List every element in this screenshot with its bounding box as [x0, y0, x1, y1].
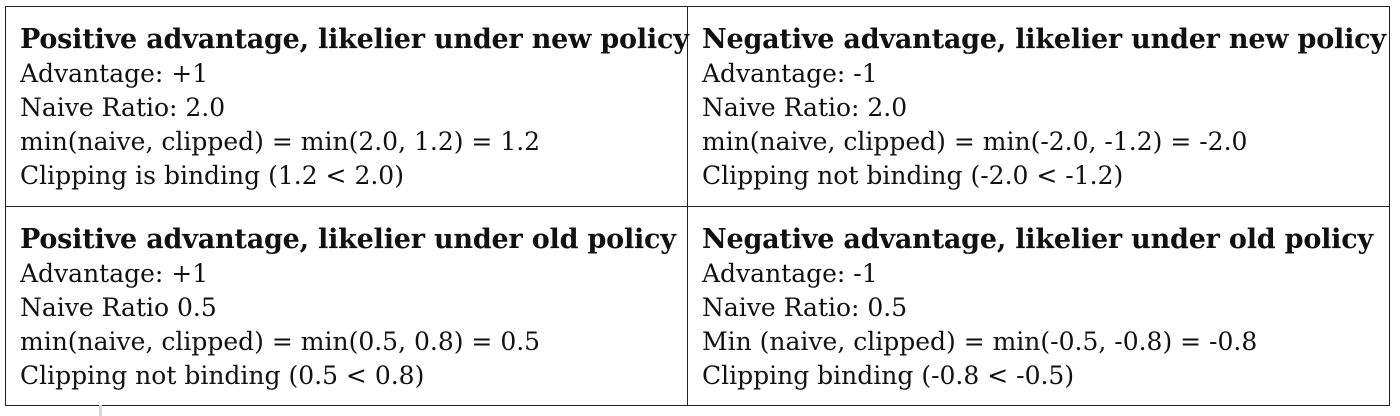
- table-row-new-policy: Positive advantage, likelier under new p…: [5, 6, 1390, 207]
- cell-positive-new-policy: Positive advantage, likelier under new p…: [5, 6, 689, 207]
- advantage-line: Advantage: +1: [20, 258, 209, 288]
- advantage-line: Advantage: -1: [702, 59, 878, 88]
- cell-title: Negative advantage, likelier under new p…: [702, 24, 1386, 55]
- cell-positive-old-policy: Positive advantage, likelier under old p…: [5, 205, 688, 406]
- clipping-status-line: Clipping binding (-0.8 < -0.5): [702, 360, 1075, 390]
- naive-ratio-line: Naive Ratio: 0.5: [702, 292, 908, 322]
- min-formula-line: min(naive, clipped) = min(-2.0, -1.2) = …: [702, 127, 1248, 156]
- clipping-status-line: Clipping not binding (0.5 < 0.8): [20, 360, 425, 390]
- naive-ratio-line: Naive Ratio: 2.0: [20, 93, 226, 122]
- cell-title: Positive advantage, likelier under new p…: [20, 24, 689, 55]
- table-row-old-policy: Positive advantage, likelier under old p…: [5, 205, 1390, 406]
- naive-ratio-line: Naive Ratio 0.5: [20, 292, 217, 322]
- ppo-clipping-table: Positive advantage, likelier under new p…: [5, 6, 1390, 406]
- min-formula-line: Min (naive, clipped) = min(-0.5, -0.8) =…: [702, 326, 1258, 356]
- document-margin-marker: [99, 405, 102, 416]
- naive-ratio-line: Naive Ratio: 2.0: [702, 93, 908, 122]
- cell-negative-old-policy: Negative advantage, likelier under old p…: [687, 205, 1390, 406]
- min-formula-line: min(naive, clipped) = min(2.0, 1.2) = 1.…: [20, 127, 541, 156]
- min-formula-line: min(naive, clipped) = min(0.5, 0.8) = 0.…: [20, 326, 541, 356]
- clipping-status-line: Clipping not binding (-2.0 < -1.2): [702, 161, 1124, 190]
- advantage-line: Advantage: -1: [702, 258, 878, 288]
- cell-title: Negative advantage, likelier under old p…: [702, 223, 1373, 255]
- cell-negative-new-policy: Negative advantage, likelier under new p…: [687, 6, 1390, 207]
- clipping-status-line: Clipping is binding (1.2 < 2.0): [20, 161, 404, 190]
- advantage-line: Advantage: +1: [20, 59, 209, 88]
- cell-title: Positive advantage, likelier under old p…: [20, 223, 676, 255]
